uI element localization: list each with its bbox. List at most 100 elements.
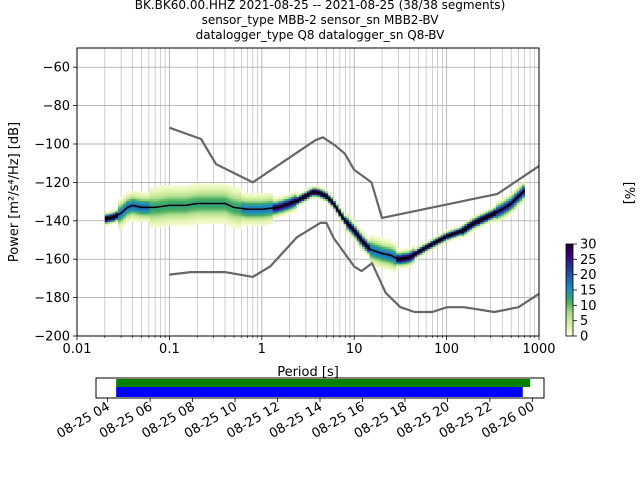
psd-cell bbox=[356, 225, 360, 228]
psd-cell bbox=[230, 206, 234, 209]
psd-cell bbox=[212, 216, 216, 219]
psd-cell bbox=[264, 194, 268, 198]
psd-cell bbox=[456, 235, 460, 238]
psd-cell bbox=[159, 223, 163, 226]
psd-cell bbox=[212, 208, 216, 211]
psd-cell bbox=[377, 265, 381, 269]
psd-cell bbox=[230, 202, 234, 205]
psd-cell bbox=[304, 198, 308, 201]
x-tick-label: 1 bbox=[258, 342, 266, 357]
psd-cell bbox=[112, 210, 116, 213]
psd-cell bbox=[241, 223, 245, 226]
psd-cell bbox=[377, 264, 381, 267]
psd-cell bbox=[267, 200, 271, 203]
psd-cell bbox=[173, 216, 176, 219]
psd-cell bbox=[136, 206, 140, 209]
psd-cell bbox=[380, 260, 384, 263]
psd-cell bbox=[131, 196, 134, 200]
psd-cell bbox=[152, 194, 155, 198]
psd-cell bbox=[110, 210, 113, 213]
psd-cell bbox=[477, 217, 481, 221]
psd-cell bbox=[165, 210, 169, 213]
psd-cell bbox=[264, 206, 268, 209]
psd-cell bbox=[385, 244, 389, 248]
psd-cell bbox=[207, 189, 211, 192]
psd-cell bbox=[487, 212, 491, 215]
psd-cell bbox=[501, 217, 504, 221]
psd-cell bbox=[262, 223, 266, 226]
psd-cell bbox=[149, 198, 153, 201]
y-ticks: −200−180−160−140−120−100−80−60 bbox=[34, 61, 77, 345]
psd-cell bbox=[209, 191, 213, 194]
psd-cell bbox=[194, 194, 197, 198]
psd-cell bbox=[212, 214, 216, 217]
psd-cell bbox=[333, 200, 337, 203]
psd-cell bbox=[377, 242, 381, 246]
psd-cell bbox=[243, 202, 247, 205]
psd-cell bbox=[228, 217, 232, 221]
psd-cell bbox=[228, 191, 232, 194]
psd-cell bbox=[354, 227, 358, 230]
psd-cell bbox=[178, 189, 182, 192]
psd-cell bbox=[175, 214, 179, 217]
psd-cell bbox=[207, 194, 211, 198]
psd-cell bbox=[167, 202, 171, 205]
psd-cell bbox=[398, 252, 402, 255]
psd-cell bbox=[503, 212, 507, 215]
psd-cell bbox=[487, 210, 491, 213]
psd-cell bbox=[406, 264, 410, 267]
psd-cell bbox=[188, 214, 192, 217]
psd-cell bbox=[304, 191, 308, 194]
psd-cell bbox=[230, 187, 234, 190]
psd-cell bbox=[401, 248, 405, 251]
psd-cell bbox=[233, 194, 237, 198]
psd-cell bbox=[508, 196, 512, 200]
psd-cell bbox=[257, 198, 260, 201]
psd-cell bbox=[375, 265, 379, 269]
psd-cell bbox=[228, 212, 232, 215]
psd-cell bbox=[498, 200, 502, 203]
psd-cell bbox=[191, 196, 195, 200]
psd-cell bbox=[309, 196, 313, 200]
psd-cell bbox=[157, 194, 161, 198]
psd-cell bbox=[178, 212, 182, 215]
psd-cell bbox=[456, 229, 460, 232]
psd-cell bbox=[393, 244, 397, 248]
psd-cell bbox=[299, 192, 302, 196]
psd-cell bbox=[212, 204, 216, 207]
psd-cell bbox=[128, 217, 132, 221]
psd-cell bbox=[233, 212, 237, 215]
psd-cell bbox=[215, 185, 218, 188]
psd-cell bbox=[501, 206, 504, 209]
psd-cell bbox=[159, 202, 163, 205]
psd-cell bbox=[380, 262, 384, 265]
psd-cell bbox=[377, 244, 381, 248]
psd-cell bbox=[230, 210, 234, 213]
psd-cell bbox=[125, 194, 129, 198]
psd-cell bbox=[259, 206, 263, 209]
psd-cell bbox=[508, 198, 512, 201]
psd-cell bbox=[259, 196, 263, 200]
psd-cell bbox=[175, 185, 179, 188]
psd-cell bbox=[146, 212, 150, 215]
psd-cell bbox=[167, 219, 171, 223]
psd-cell bbox=[482, 223, 486, 226]
psd-cell bbox=[390, 246, 394, 249]
psd-cell bbox=[146, 202, 150, 205]
psd-cell bbox=[506, 216, 510, 219]
psd-cell bbox=[222, 187, 226, 190]
psd-cell bbox=[401, 256, 405, 259]
psd-cell bbox=[495, 221, 499, 224]
psd-cell bbox=[159, 185, 163, 188]
psd-cell bbox=[236, 225, 239, 228]
psd-cell bbox=[388, 244, 392, 248]
psd-cell bbox=[375, 240, 379, 244]
psd-cell bbox=[377, 237, 381, 240]
psd-cell bbox=[125, 210, 129, 213]
psd-cell bbox=[215, 189, 218, 192]
psd-cell bbox=[238, 210, 242, 213]
psd-cell bbox=[445, 237, 449, 240]
psd-cell bbox=[364, 240, 368, 244]
psd-cell bbox=[246, 198, 250, 201]
psd-cell bbox=[107, 219, 111, 223]
